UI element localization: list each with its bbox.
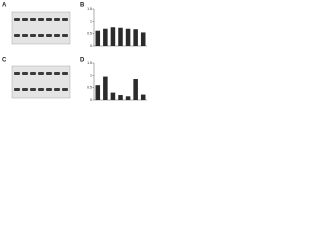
bar	[140, 32, 146, 46]
bar	[103, 28, 108, 46]
bar	[95, 85, 101, 100]
y-tick-label: 1	[90, 19, 92, 23]
figure: A B C D 0 0.5 1 1.5 0 0.5 1 1.5	[2, 3, 147, 102]
bar	[133, 79, 138, 100]
bar	[110, 92, 116, 100]
blot	[11, 65, 71, 99]
bar	[110, 27, 116, 46]
y-tick-label: 1.5	[87, 61, 92, 65]
blot	[11, 11, 71, 45]
panel-letter: D	[80, 58, 85, 64]
y-tick-label: 1	[90, 73, 92, 77]
bar	[95, 30, 101, 46]
y-tick-label: 1.5	[87, 7, 92, 11]
bar	[118, 95, 123, 100]
panel-letter: A	[2, 3, 7, 9]
panel-letter: B	[80, 3, 85, 9]
bar	[125, 96, 131, 100]
y-tick-label: 0.5	[87, 32, 92, 36]
bar	[140, 94, 146, 100]
bar	[125, 28, 131, 46]
y-tick-label: 0.5	[87, 86, 92, 90]
panel-letter: C	[2, 58, 7, 64]
bar	[118, 27, 123, 46]
bar	[133, 29, 138, 46]
bar	[103, 76, 108, 100]
y-tick-label: 0	[90, 98, 92, 102]
page: {"panels": ["A", "B", "C", "D"], "chart_…	[0, 0, 150, 108]
y-tick-label: 0	[90, 44, 92, 48]
